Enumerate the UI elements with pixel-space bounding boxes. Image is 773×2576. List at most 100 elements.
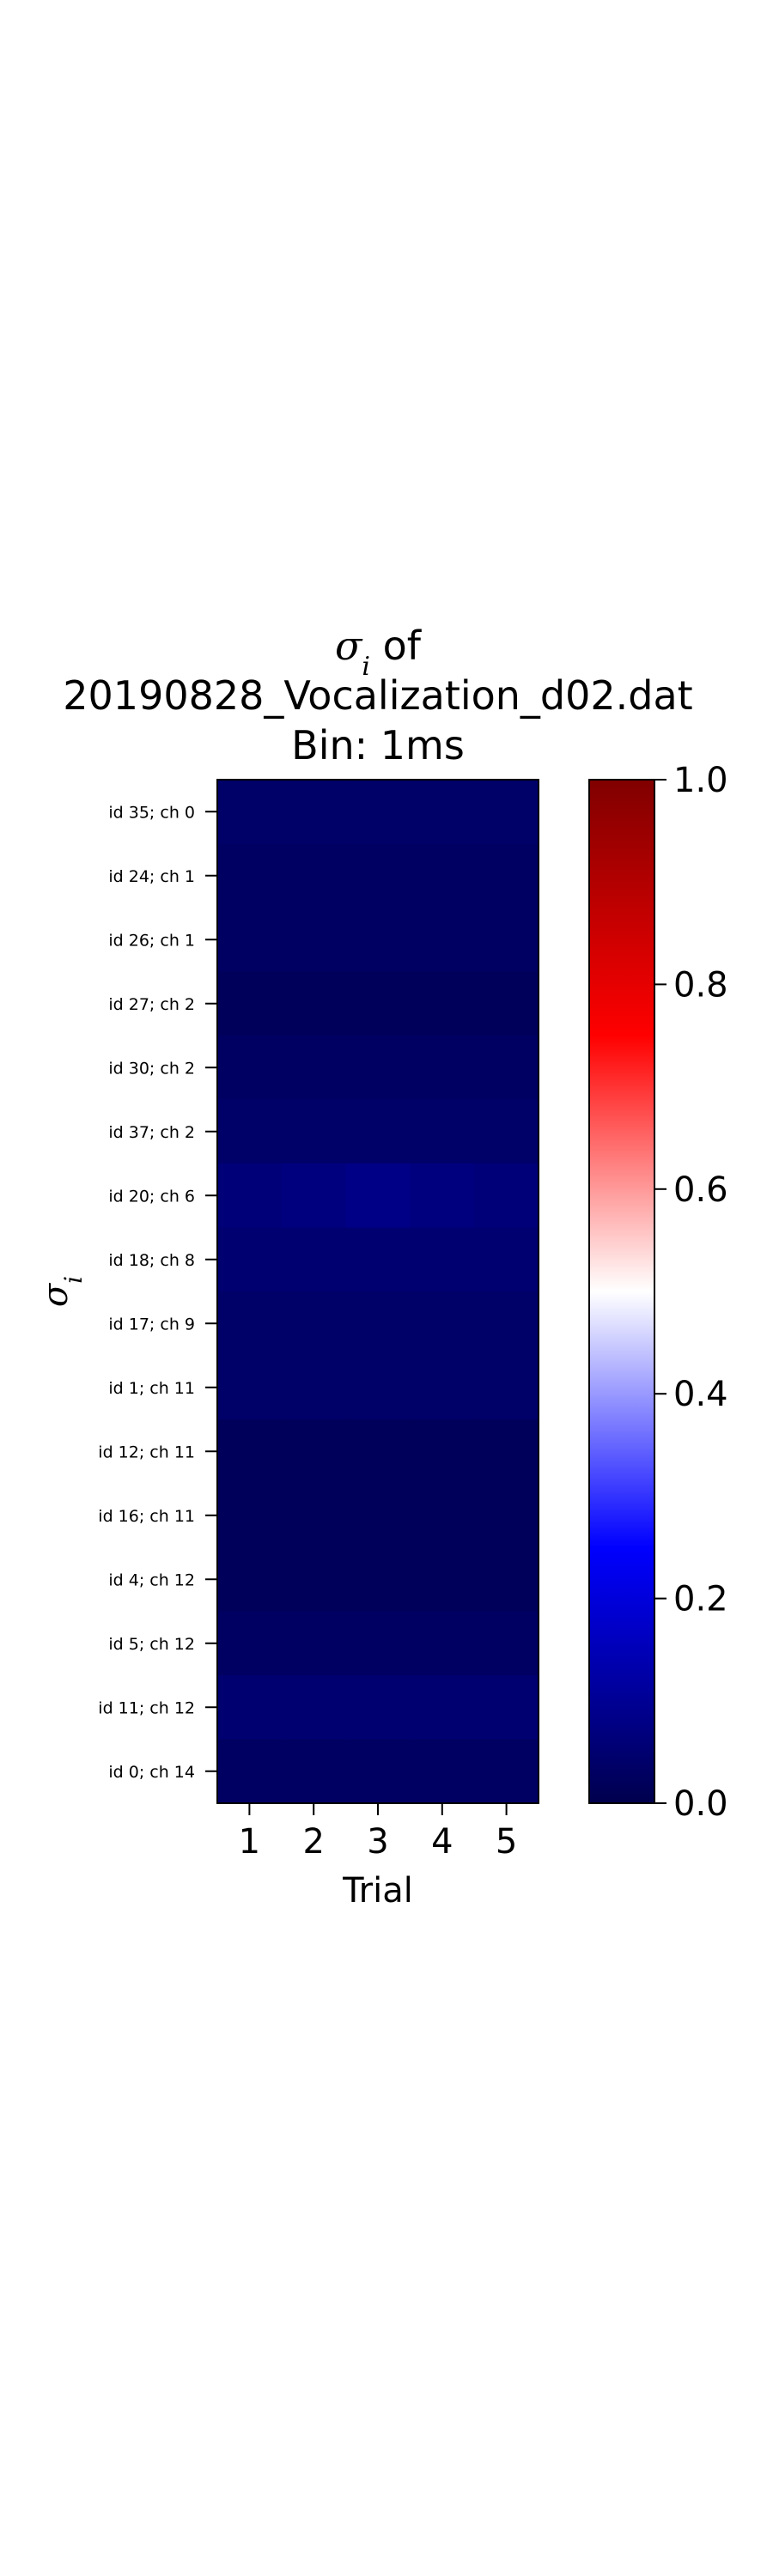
title-bin: Bin: 1ms: [291, 722, 465, 769]
y-tick-label: id 26; ch 1: [108, 931, 195, 950]
heatmap-cell: [217, 1611, 283, 1676]
y-tick-label: id 0; ch 14: [108, 1763, 195, 1782]
heatmap-cell: [281, 1163, 347, 1229]
y-axis-ticks: id 35; ch 0 id 24; ch 1 id 26; ch 1 id 27; …: [98, 803, 217, 1782]
y-tick-label: id 37; ch 2: [108, 1123, 195, 1142]
heatmap-cell: [410, 1163, 475, 1229]
heatmap-cell: [345, 1547, 411, 1613]
svg-text:σi: σi: [36, 1276, 88, 1307]
heatmap-cells: [217, 780, 539, 1804]
heatmap-cell: [410, 1099, 475, 1164]
heatmap-cell: [474, 971, 539, 1036]
heatmap-cell: [410, 1739, 475, 1804]
heatmap-cell: [474, 1355, 539, 1420]
heatmap-cell: [281, 1419, 347, 1485]
heatmap-cell: [281, 1611, 347, 1676]
heatmap-cell: [474, 1739, 539, 1804]
heatmap-cell: [217, 908, 283, 973]
heatmap-cell: [410, 1227, 475, 1292]
heatmap-cell: [281, 1227, 347, 1292]
heatmap-cell: [410, 971, 475, 1036]
x-axis-ticks: 1 2 3 4 5: [239, 1803, 517, 1862]
x-tick-label: 3: [367, 1822, 388, 1862]
y-axis-sigma: σ: [36, 1282, 76, 1307]
heatmap-cell: [217, 1163, 283, 1229]
chart-title: σi of 20190828_Vocalization_d02.dat Bin:…: [63, 623, 692, 769]
heatmap-cell: [474, 1547, 539, 1613]
heatmap-cell: [345, 1291, 411, 1357]
heatmap-cell: [410, 1675, 475, 1741]
heatmap-cell: [410, 1036, 475, 1101]
heatmap-cell: [410, 908, 475, 973]
heatmap-cell: [217, 1099, 283, 1164]
x-axis-label: Trial: [342, 1871, 413, 1911]
heatmap-cell: [281, 971, 347, 1036]
heatmap-cell: [281, 1547, 347, 1613]
colorbar-tick-label: 0.2: [673, 1580, 728, 1619]
heatmap-cell: [345, 1355, 411, 1420]
title-subscript: i: [362, 652, 370, 682]
heatmap-cell: [345, 1227, 411, 1292]
heatmap-cell: [345, 1036, 411, 1101]
y-tick-label: id 18; ch 8: [108, 1251, 195, 1270]
heatmap-cell: [474, 1163, 539, 1229]
x-tick-label: 5: [496, 1822, 517, 1862]
heatmap-cell: [474, 908, 539, 973]
heatmap-cell: [410, 843, 475, 908]
heatmap-cell: [410, 1291, 475, 1357]
title-filename: 20190828_Vocalization_d02.dat: [63, 672, 692, 719]
colorbar-tick-label: 0.8: [673, 965, 728, 1005]
heatmap-cell: [474, 1099, 539, 1164]
heatmap-cell: [217, 1547, 283, 1613]
x-tick-label: 4: [431, 1822, 453, 1862]
heatmap-cell: [345, 1675, 411, 1741]
colorbar: [588, 779, 655, 1804]
heatmap-cell: [217, 1739, 283, 1804]
colorbar-tick-label: 1.0: [673, 761, 728, 800]
x-tick-label: 2: [302, 1822, 324, 1862]
heatmap-cell: [345, 780, 411, 845]
heatmap-cell: [281, 1483, 347, 1548]
colorbar-tick-label: 0.0: [673, 1784, 728, 1824]
y-tick-label: id 11; ch 12: [98, 1698, 195, 1717]
heatmap-cell: [474, 1036, 539, 1101]
y-tick-label: id 16; ch 11: [98, 1507, 195, 1526]
heatmap-cell: [345, 1099, 411, 1164]
heatmap-cell: [345, 1611, 411, 1676]
title-sigma: σ: [335, 623, 363, 669]
title-of: of: [370, 623, 423, 669]
heatmap-cell: [345, 1483, 411, 1548]
heatmap-cell: [281, 908, 347, 973]
heatmap-cell: [281, 1675, 347, 1741]
heatmap-cell: [345, 1419, 411, 1485]
heatmap-cell: [217, 971, 283, 1036]
y-tick-label: id 24; ch 1: [108, 867, 195, 886]
heatmap-cell: [281, 843, 347, 908]
y-tick-label: id 35; ch 0: [108, 803, 195, 822]
y-tick-label: id 1; ch 11: [108, 1379, 195, 1398]
y-tick-label: id 27; ch 2: [108, 995, 195, 1014]
heatmap-cell: [345, 843, 411, 908]
heatmap-cell: [474, 843, 539, 908]
y-axis-subscript: i: [59, 1276, 88, 1284]
heatmap-cell: [410, 1419, 475, 1485]
heatmap-cell: [474, 1291, 539, 1357]
y-tick-label: id 5; ch 12: [108, 1635, 195, 1654]
heatmap-cell: [281, 1355, 347, 1420]
y-tick-label: id 4; ch 12: [108, 1571, 195, 1589]
heatmap-cell: [281, 1739, 347, 1804]
y-tick-label: id 30; ch 2: [108, 1059, 195, 1078]
heatmap-cell: [345, 908, 411, 973]
heatmap-cell: [217, 843, 283, 908]
heatmap-cell: [345, 1163, 411, 1229]
heatmap-cell: [410, 1611, 475, 1676]
heatmap-cell: [345, 971, 411, 1036]
x-tick-label: 1: [239, 1822, 260, 1862]
colorbar-ticks: 0.0 0.2 0.4 0.6 0.8 1.0: [654, 761, 728, 1824]
heatmap-cell: [410, 780, 475, 845]
heatmap-cell: [345, 1739, 411, 1804]
heatmap-cell: [217, 1419, 283, 1485]
heatmap-cell: [217, 1227, 283, 1292]
heatmap-cell: [410, 1355, 475, 1420]
